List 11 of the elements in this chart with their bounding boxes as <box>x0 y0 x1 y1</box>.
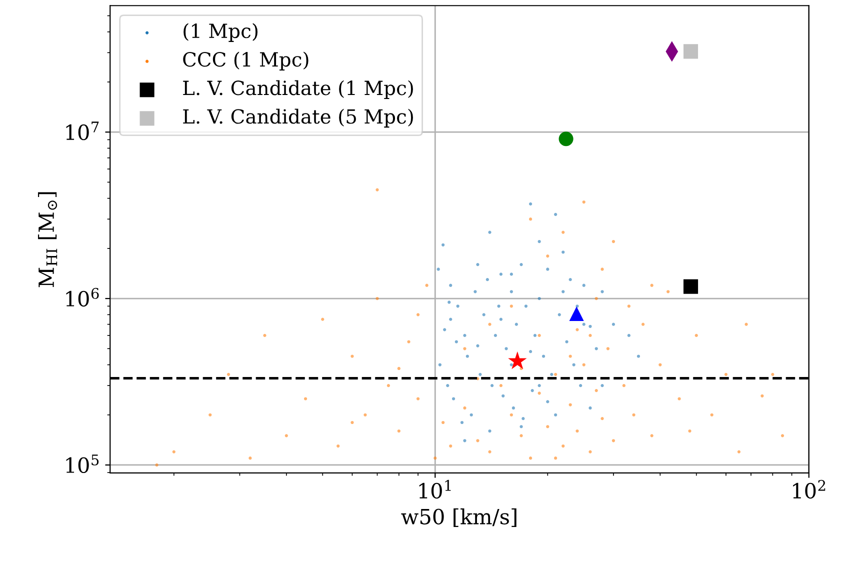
y-tick-label: 10$^{7}$ <box>66 122 99 140</box>
y-axis-title: M$_{HI}$ [M$_{⊙}$] <box>38 192 58 288</box>
legend-label: CCC (1 Mpc) <box>183 52 308 70</box>
legend-label: (1 Mpc) <box>184 23 258 42</box>
y-tick-label: 10$^{6}$ <box>66 288 99 307</box>
x-axis-title: w50 [km/s] <box>401 508 516 527</box>
legend-label: L. V. Candidate (5 Mpc) <box>183 108 413 128</box>
x-tick-label: 10$^{2}$ <box>793 480 826 499</box>
legend-label: L. V. Candidate (1 Mpc) <box>183 80 413 100</box>
x-tick-label: 10$^{1}$ <box>419 480 451 499</box>
y-tick-label: 10$^{5}$ <box>66 454 99 474</box>
